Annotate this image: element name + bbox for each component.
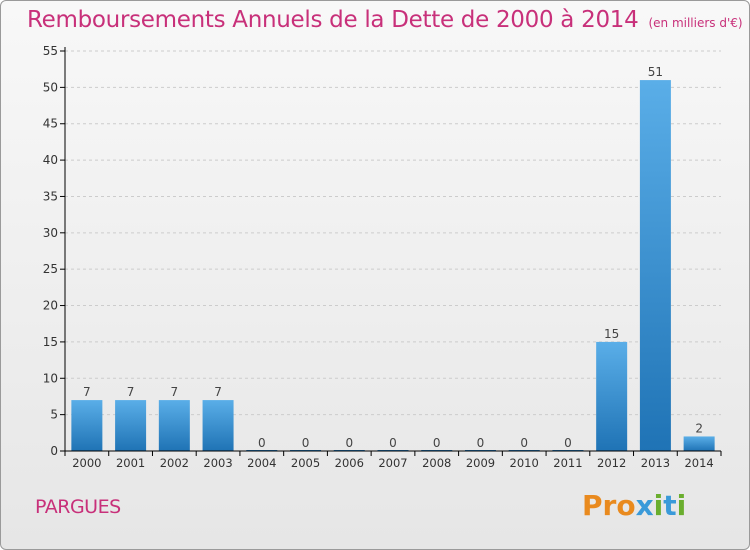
x-tick-label: 2003 <box>203 456 232 470</box>
chart-unit: (en milliers d'€) <box>648 16 743 30</box>
x-tick-label: 2005 <box>291 456 320 470</box>
x-tick-label: 2000 <box>72 456 101 470</box>
y-tick-label: 25 <box>43 262 58 276</box>
bars <box>71 80 715 451</box>
y-tick-label: 55 <box>43 44 58 58</box>
x-tick-label: 2008 <box>422 456 451 470</box>
data-label: 0 <box>302 436 310 450</box>
chart-title-text: Remboursements Annuels de la Dette de 20… <box>27 7 639 33</box>
data-label: 0 <box>520 436 528 450</box>
x-tick-label: 2001 <box>116 456 145 470</box>
logo-letter: i <box>676 489 687 522</box>
x-tick-label: 2011 <box>553 456 582 470</box>
proxiti-logo[interactable]: Proxiti <box>582 489 686 522</box>
bar <box>202 400 234 451</box>
y-tick-label: 15 <box>43 335 58 349</box>
bar <box>71 400 103 451</box>
y-tick-label: 10 <box>43 371 58 385</box>
logo-letter: t <box>663 489 677 522</box>
bar <box>683 436 715 451</box>
data-label: 0 <box>258 436 266 450</box>
data-label: 7 <box>127 385 135 399</box>
data-label: 51 <box>648 65 663 79</box>
y-tick-label: 35 <box>43 189 58 203</box>
x-tick-label: 2002 <box>160 456 189 470</box>
bar <box>115 400 147 451</box>
logo-letter: r <box>602 489 617 522</box>
y-tick-label: 50 <box>43 80 58 94</box>
logo-letter: o <box>616 489 636 522</box>
bar <box>158 400 190 451</box>
x-tick-label: 2009 <box>466 456 495 470</box>
logo-letter: x <box>635 489 654 522</box>
y-tick-label: 5 <box>50 408 58 422</box>
data-label: 7 <box>214 385 222 399</box>
y-tick-label: 20 <box>43 299 58 313</box>
x-tick-label: 2012 <box>597 456 626 470</box>
data-label: 0 <box>564 436 572 450</box>
y-tick-label: 45 <box>43 117 58 131</box>
bar <box>639 80 671 451</box>
data-label: 2 <box>695 421 703 435</box>
x-tick-label: 2004 <box>247 456 276 470</box>
data-label: 7 <box>83 385 91 399</box>
logo-letter: P <box>582 489 603 522</box>
data-labels: 7 7 7 7 0 0 0 0 0 0 0 0 15 51 2 <box>83 65 703 450</box>
x-tick-label: 2010 <box>510 456 539 470</box>
data-label: 15 <box>604 327 619 341</box>
logo-letter: i <box>653 489 664 522</box>
x-tick-label: 2013 <box>641 456 670 470</box>
x-tick-label: 2006 <box>335 456 364 470</box>
chart-title: Remboursements Annuels de la Dette de 20… <box>27 7 743 33</box>
data-label: 0 <box>433 436 441 450</box>
y-tick-label: 30 <box>43 226 58 240</box>
y-tick-label: 40 <box>43 153 58 167</box>
commune-name: PARGUES <box>35 496 121 518</box>
x-tick-label: 2014 <box>684 456 713 470</box>
bar <box>596 341 628 451</box>
y-tick-label: 0 <box>50 444 58 458</box>
data-label: 0 <box>389 436 397 450</box>
data-label: 0 <box>345 436 353 450</box>
data-label: 7 <box>171 385 179 399</box>
x-tick-label: 2007 <box>378 456 407 470</box>
data-label: 0 <box>477 436 485 450</box>
